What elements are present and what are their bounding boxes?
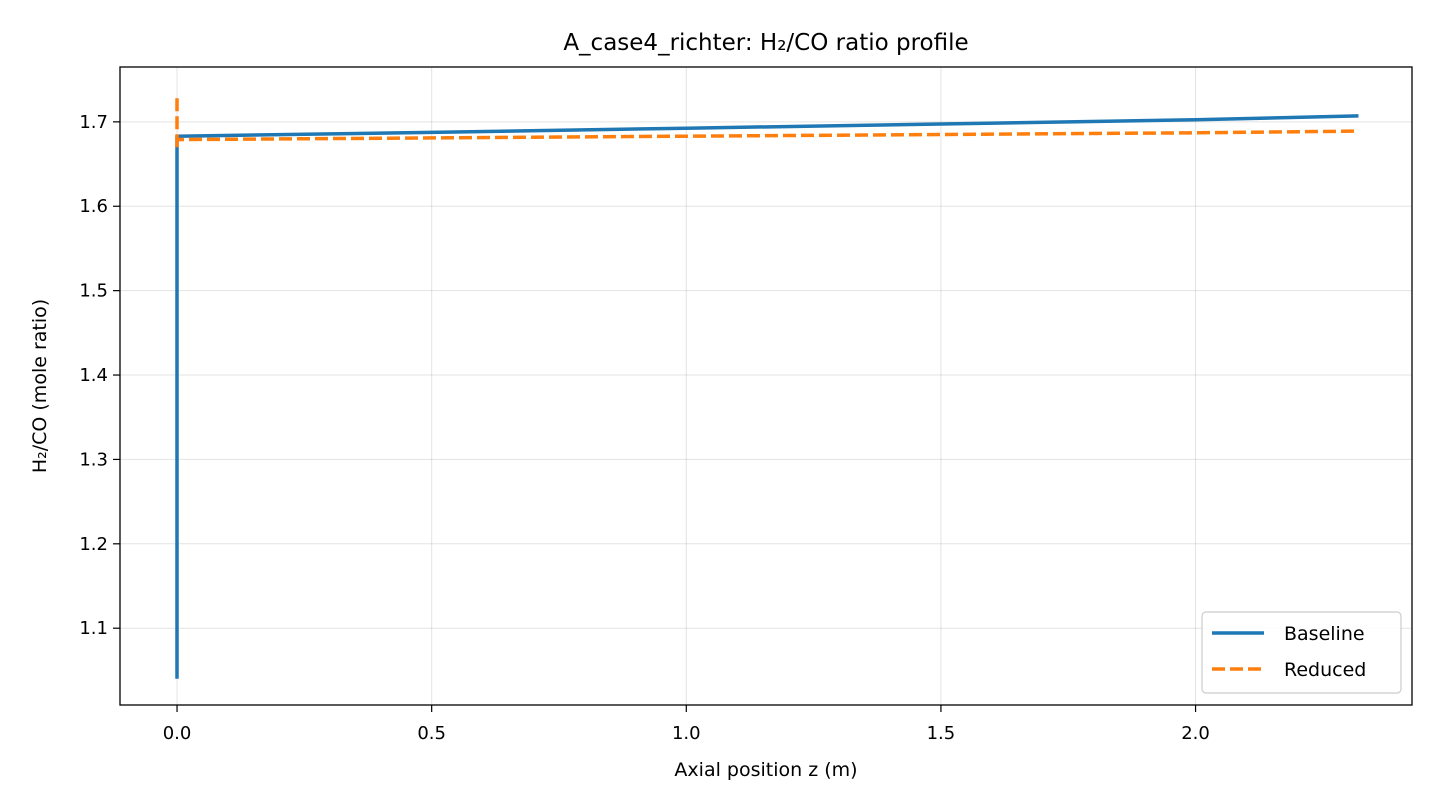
series-layer — [175, 98, 1359, 679]
x-axis-label: Axial position z (m) — [674, 759, 857, 781]
series-line-reduced — [175, 98, 1359, 151]
x-tick-label: 2.0 — [1181, 723, 1210, 744]
y-tick-label: 1.1 — [79, 618, 108, 639]
series-line-baseline — [175, 114, 1359, 679]
grid — [120, 67, 1412, 705]
chart-title: A_case4_richter: H₂/CO ratio profile — [563, 30, 968, 56]
plot-frame — [119, 66, 1413, 706]
legend-label-baseline: Baseline — [1284, 623, 1365, 645]
y-tick-label: 1.7 — [79, 112, 108, 133]
x-tick-label: 0.0 — [163, 723, 192, 744]
ticks: 0.0 0.5 1.0 1.5 2.0 1.1 1.2 1.3 1.4 1.5 1.6 1.7 — [79, 112, 1210, 744]
y-axis-label: H₂/CO (mole ratio) — [29, 299, 51, 473]
legend-label-reduced: Reduced — [1284, 659, 1366, 681]
y-tick-label: 1.4 — [79, 365, 108, 386]
x-tick-label: 1.5 — [927, 723, 956, 744]
x-tick-label: 1.0 — [672, 723, 701, 744]
y-tick-label: 1.2 — [79, 534, 108, 555]
y-tick-label: 1.5 — [79, 281, 108, 302]
y-tick-label: 1.6 — [79, 196, 108, 217]
y-tick-label: 1.3 — [79, 449, 108, 470]
x-tick-label: 0.5 — [417, 723, 446, 744]
legend: Baseline Reduced — [1201, 611, 1402, 694]
